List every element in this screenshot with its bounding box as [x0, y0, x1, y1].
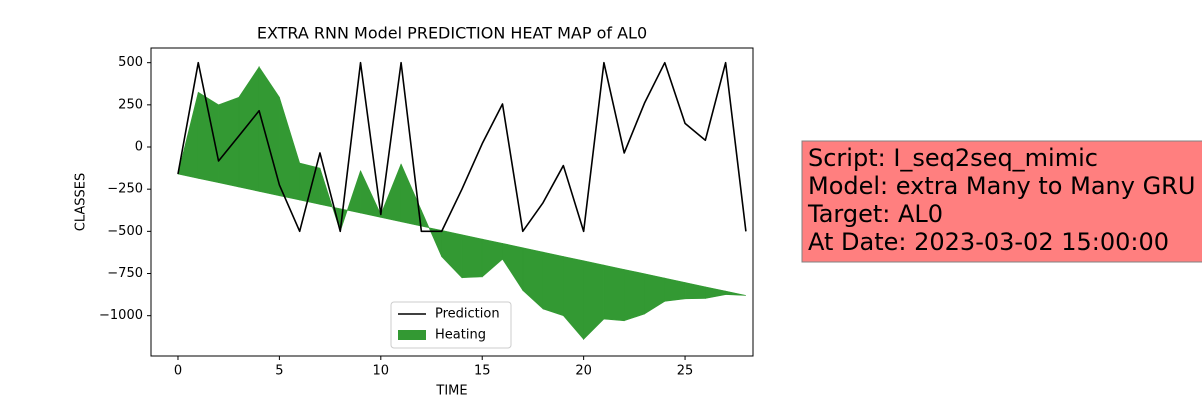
heating-area: [177, 92, 199, 179]
heating-area: [421, 210, 442, 257]
heating-area: [644, 273, 666, 315]
heating-area: [461, 234, 483, 279]
annotation-line: Model: extra Many to Many GRU: [808, 172, 1195, 200]
heating-area: [563, 256, 584, 341]
y-tick-label: −500: [107, 224, 143, 239]
heating-area: [238, 65, 260, 192]
x-tick-label: 20: [575, 364, 592, 379]
heating-area: [502, 242, 524, 292]
x-tick-label: 25: [677, 364, 694, 379]
heating-area: [197, 91, 219, 183]
y-tick-label: 0: [135, 140, 143, 155]
heating-area: [400, 163, 422, 227]
annotation-box: [801, 140, 1202, 263]
heating-area: [684, 282, 706, 300]
chart-title: EXTRA RNN Model PREDICTION HEAT MAP of A…: [257, 24, 647, 43]
heating-area: [218, 96, 240, 188]
heating-area: [542, 251, 564, 317]
annotation-line: Script: I_seq2seq_mimic: [808, 144, 1098, 172]
heating-area: [583, 260, 605, 341]
heating-area: [522, 247, 544, 310]
legend-label: Prediction: [435, 307, 500, 322]
x-tick-label: 0: [174, 364, 182, 379]
heating-area: [279, 97, 300, 201]
annotation-line: Target: AL0: [807, 200, 943, 228]
heating-area: [603, 264, 625, 322]
y-tick-label: −750: [107, 266, 143, 281]
heating-area: [441, 229, 463, 279]
y-tick-label: −250: [107, 182, 143, 197]
heating-area: [481, 238, 503, 278]
x-tick-label: 10: [373, 364, 390, 379]
y-tick-label: 250: [118, 97, 143, 112]
heating-area: [705, 286, 726, 299]
annotation-line: At Date: 2023-03-02 15:00:00: [808, 228, 1169, 256]
y-axis-label: CLASSES: [74, 173, 89, 231]
x-tick-label: 5: [275, 364, 283, 379]
heating-area: [299, 162, 321, 205]
heating-area: [623, 269, 645, 322]
plot-frame: [150, 47, 754, 357]
prediction-line: [177, 61, 747, 233]
x-tick-label: 15: [474, 364, 491, 379]
x-axis-label: TIME: [435, 384, 467, 399]
legend-label: Heating: [435, 328, 486, 343]
legend-swatch: [398, 330, 426, 340]
y-tick-label: −1000: [99, 308, 143, 323]
heating-area: [725, 290, 746, 296]
y-tick-label: 500: [118, 55, 143, 70]
heating-area: [664, 277, 686, 302]
